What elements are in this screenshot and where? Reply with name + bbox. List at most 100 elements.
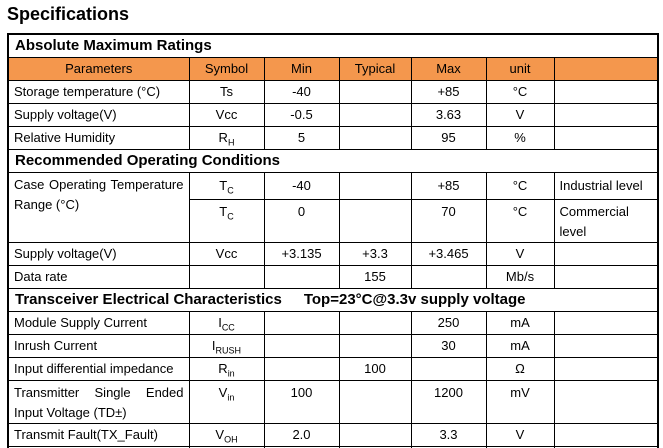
max-cell: +85 bbox=[410, 80, 487, 104]
max-cell bbox=[410, 357, 487, 381]
param-cell: Input differential impedance bbox=[7, 357, 190, 381]
typical-cell bbox=[338, 199, 412, 243]
row-transmitter-input-voltage: Transmitter Single Ended Input Voltage (… bbox=[7, 380, 659, 424]
min-cell: -0.5 bbox=[263, 103, 340, 127]
note-cell: Industrial level bbox=[553, 172, 659, 200]
row-case-temp-commercial: TC 0 70 °C Commercial level bbox=[8, 199, 659, 243]
typical-cell bbox=[338, 334, 412, 358]
symbol-cell: TC bbox=[188, 199, 265, 243]
param-cell: Transmit Fault(TX_Fault) bbox=[7, 423, 190, 447]
col-header-symbol: Symbol bbox=[188, 57, 265, 81]
symbol-cell: ICC bbox=[188, 311, 265, 335]
max-cell: 3.63 bbox=[410, 103, 487, 127]
section-absolute-maximum-ratings: Absolute Maximum Ratings bbox=[7, 33, 659, 58]
unit-cell: Mb/s bbox=[485, 265, 555, 289]
param-cell: Case Operating Temperature Range (°C) bbox=[7, 172, 190, 243]
col-header-max: Max bbox=[410, 57, 487, 81]
row-case-temp-industrial: Case Operating Temperature Range (°C) TC… bbox=[7, 172, 659, 243]
param-cell: Inrush Current bbox=[7, 334, 190, 358]
col-header-parameters: Parameters bbox=[7, 57, 190, 81]
section-title-text: Transceiver Electrical Characteristics bbox=[15, 291, 282, 308]
symbol-cell: Rin bbox=[188, 357, 265, 381]
typical-cell: 155 bbox=[338, 265, 412, 289]
param-cell: Supply voltage(V) bbox=[7, 242, 190, 266]
unit-cell: mA bbox=[485, 334, 555, 358]
symbol-cell: VOH bbox=[188, 423, 265, 447]
section-title: Recommended Operating Conditions bbox=[7, 149, 659, 173]
unit-cell: °C bbox=[485, 172, 555, 200]
typical-cell bbox=[338, 172, 412, 200]
param-cell: Storage temperature (°C) bbox=[7, 80, 190, 104]
min-cell: 100 bbox=[263, 380, 340, 424]
typical-cell bbox=[338, 423, 412, 447]
note-cell bbox=[553, 80, 659, 104]
row-relative-humidity: Relative Humidity RH 5 95 % bbox=[7, 126, 659, 150]
symbol-cell bbox=[188, 265, 265, 289]
unit-cell: Ω bbox=[485, 357, 555, 381]
section-condition-text: Top=23°C@3.3v supply voltage bbox=[303, 291, 526, 308]
symbol-cell: Vin bbox=[188, 380, 265, 424]
symbol-cell: IRUSH bbox=[188, 334, 265, 358]
symbol-cell: Ts bbox=[188, 80, 265, 104]
unit-cell: V bbox=[485, 242, 555, 266]
note-cell bbox=[553, 380, 659, 424]
section-title: Absolute Maximum Ratings bbox=[7, 33, 659, 58]
row-transmit-fault: Transmit Fault(TX_Fault) VOH 2.0 3.3 V bbox=[7, 423, 659, 447]
param-cell: Transmitter Single Ended Input Voltage (… bbox=[7, 380, 190, 424]
note-cell bbox=[553, 423, 659, 447]
note-cell: Commercial level bbox=[553, 199, 659, 243]
min-cell bbox=[263, 311, 340, 335]
row-module-supply-current: Module Supply Current ICC 250 mA bbox=[7, 311, 659, 335]
param-cell: Module Supply Current bbox=[7, 311, 190, 335]
max-cell: +85 bbox=[410, 172, 487, 200]
symbol-cell: RH bbox=[188, 126, 265, 150]
section-recommended-operating-conditions: Recommended Operating Conditions bbox=[7, 149, 659, 173]
max-cell: 30 bbox=[410, 334, 487, 358]
row-input-differential-impedance: Input differential impedance Rin 100 Ω bbox=[7, 357, 659, 381]
max-cell: 1200 bbox=[410, 380, 487, 424]
typical-cell bbox=[338, 103, 412, 127]
min-cell bbox=[263, 334, 340, 358]
min-cell: -40 bbox=[263, 172, 340, 200]
note-cell bbox=[553, 126, 659, 150]
param-cell: Relative Humidity bbox=[7, 126, 190, 150]
typical-cell bbox=[338, 126, 412, 150]
max-cell: 250 bbox=[410, 311, 487, 335]
typical-cell: +3.3 bbox=[338, 242, 412, 266]
min-cell bbox=[263, 265, 340, 289]
row-supply-voltage-abs: Supply voltage(V) Vcc -0.5 3.63 V bbox=[7, 103, 659, 127]
unit-cell: V bbox=[485, 103, 555, 127]
note-cell bbox=[553, 103, 659, 127]
page-title: Specifications bbox=[7, 4, 130, 24]
max-cell: +3.465 bbox=[410, 242, 487, 266]
symbol-cell: TC bbox=[188, 172, 265, 200]
max-cell: 70 bbox=[410, 199, 487, 243]
min-cell: 2.0 bbox=[263, 423, 340, 447]
param-cell: Supply voltage(V) bbox=[7, 103, 190, 127]
unit-cell: V bbox=[485, 423, 555, 447]
min-cell: 5 bbox=[263, 126, 340, 150]
row-storage-temperature: Storage temperature (°C) Ts -40 +85 °C bbox=[7, 80, 659, 104]
unit-cell: % bbox=[485, 126, 555, 150]
note-cell bbox=[553, 265, 659, 289]
row-loss-of-signal: LOSS of Signal (LOS) VOL 0 0.8 V bbox=[7, 446, 659, 448]
typical-cell bbox=[338, 380, 412, 424]
max-cell: 3.3 bbox=[410, 423, 487, 447]
note-cell bbox=[553, 242, 659, 266]
note-cell bbox=[553, 311, 659, 335]
unit-cell: mV bbox=[485, 380, 555, 424]
symbol-cell: Vcc bbox=[188, 103, 265, 127]
typical-cell bbox=[338, 311, 412, 335]
min-cell: 0 bbox=[263, 199, 340, 243]
col-header-unit: unit bbox=[485, 57, 555, 81]
note-cell bbox=[553, 357, 659, 381]
typical-cell bbox=[338, 80, 412, 104]
param-cell: Data rate bbox=[7, 265, 190, 289]
section-transceiver-electrical-characteristics: Transceiver Electrical Characteristics To… bbox=[7, 288, 659, 312]
col-header-min: Min bbox=[263, 57, 340, 81]
min-cell: -40 bbox=[263, 80, 340, 104]
note-cell bbox=[553, 334, 659, 358]
max-cell bbox=[410, 265, 487, 289]
column-header-row: Parameters Symbol Min Typical Max unit bbox=[7, 57, 659, 81]
row-supply-voltage-rec: Supply voltage(V) Vcc +3.135 +3.3 +3.465… bbox=[7, 242, 659, 266]
